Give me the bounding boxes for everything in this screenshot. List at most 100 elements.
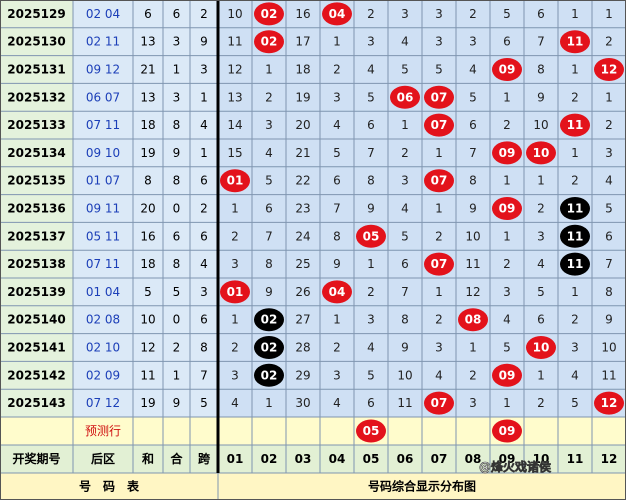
issue: 2025141	[7, 341, 65, 355]
red-ball	[492, 58, 522, 81]
red-ball	[254, 2, 284, 26]
red-ball-text: 07	[431, 90, 448, 104]
red-ball	[424, 169, 454, 193]
back-zone: 01 07	[86, 174, 120, 188]
miss-count: 5	[367, 90, 375, 104]
miss-count: 2	[469, 368, 477, 382]
miss-count: 5	[571, 396, 579, 410]
red-ball-text: 01	[227, 285, 244, 299]
miss-count: 19	[295, 90, 310, 104]
bg-header	[0, 445, 626, 473]
miss-count: 5	[605, 202, 613, 216]
header-cell: 05	[363, 452, 380, 466]
red-ball	[220, 169, 250, 193]
predict-ball	[492, 419, 522, 443]
issue: 2025140	[7, 313, 65, 327]
miss-count: 9	[605, 313, 613, 327]
miss-count: 17	[295, 35, 310, 49]
issue: 2025130	[7, 35, 65, 49]
black-ball-text: 02	[261, 368, 278, 382]
red-ball	[424, 391, 454, 415]
red-ball-text: 06	[397, 90, 414, 104]
red-ball	[594, 391, 624, 415]
mod: 6	[173, 7, 181, 21]
miss-count: 6	[333, 174, 341, 188]
header-cell: 合	[170, 451, 183, 466]
miss-count: 1	[265, 396, 273, 410]
miss-count: 4	[231, 396, 239, 410]
miss-count: 6	[367, 118, 375, 132]
miss-count: 7	[537, 35, 545, 49]
miss-count: 6	[605, 229, 613, 243]
miss-count: 2	[503, 118, 511, 132]
red-ball-text: 07	[431, 396, 448, 410]
miss-count: 3	[435, 7, 443, 21]
miss-count: 12	[465, 285, 480, 299]
miss-count: 2	[435, 229, 443, 243]
span: 6	[200, 313, 208, 327]
footer-right: 号码综合显示分布图	[368, 479, 476, 494]
miss-count: 13	[227, 90, 242, 104]
miss-count: 5	[367, 368, 375, 382]
header-cell: 11	[567, 452, 584, 466]
miss-count: 2	[367, 7, 375, 21]
red-ball-text: 10	[533, 341, 550, 355]
red-ball-text: 09	[499, 146, 516, 160]
watermark: @烽火戏诸侯	[479, 459, 552, 474]
back-zone: 07 11	[86, 257, 120, 271]
miss-count: 2	[571, 313, 579, 327]
span: 5	[200, 396, 208, 410]
miss-count: 21	[295, 146, 310, 160]
header-cell: 06	[397, 452, 414, 466]
black-ball-text: 11	[567, 229, 584, 243]
red-ball	[492, 363, 522, 387]
miss-count: 1	[231, 202, 239, 216]
header-cell: 后区	[91, 451, 115, 466]
miss-count: 25	[295, 257, 310, 271]
miss-count: 15	[227, 146, 242, 160]
miss-count: 4	[333, 396, 341, 410]
black-ball-text: 02	[261, 341, 278, 355]
miss-count: 7	[333, 202, 341, 216]
red-ball	[322, 280, 352, 304]
miss-count: 9	[265, 285, 273, 299]
mod: 1	[173, 368, 181, 382]
miss-count: 1	[571, 7, 579, 21]
header-cell: 09	[499, 452, 516, 466]
miss-count: 1	[367, 257, 375, 271]
miss-count: 4	[401, 202, 409, 216]
back-zone: 07 11	[86, 118, 120, 132]
mod: 0	[173, 202, 181, 216]
mod: 6	[173, 229, 181, 243]
header-cell: 10	[533, 452, 550, 466]
mod: 8	[173, 174, 181, 188]
mod: 0	[173, 313, 181, 327]
red-ball	[526, 336, 556, 359]
miss-count: 4	[265, 146, 273, 160]
back-zone: 02 09	[86, 368, 120, 382]
span: 1	[200, 90, 208, 104]
miss-count: 4	[367, 63, 375, 77]
back-zone: 07 12	[86, 396, 120, 410]
sum: 12	[140, 341, 155, 355]
miss-count: 4	[367, 341, 375, 355]
miss-count: 1	[231, 313, 239, 327]
issue: 2025137	[7, 229, 65, 243]
back-zone: 09 11	[86, 202, 120, 216]
back-zone: 02 10	[86, 341, 120, 355]
miss-count: 6	[503, 35, 511, 49]
mod: 1	[173, 63, 181, 77]
red-ball	[356, 224, 386, 248]
miss-count: 27	[295, 313, 310, 327]
miss-count: 3	[571, 341, 579, 355]
miss-count: 1	[333, 313, 341, 327]
red-ball-text: 09	[499, 202, 516, 216]
miss-count: 2	[435, 313, 443, 327]
miss-count: 5	[401, 229, 409, 243]
back-zone: 02 11	[86, 35, 120, 49]
miss-count: 9	[401, 341, 409, 355]
miss-count: 16	[295, 7, 310, 21]
miss-count: 3	[367, 35, 375, 49]
miss-count: 7	[401, 285, 409, 299]
sum: 16	[140, 229, 155, 243]
